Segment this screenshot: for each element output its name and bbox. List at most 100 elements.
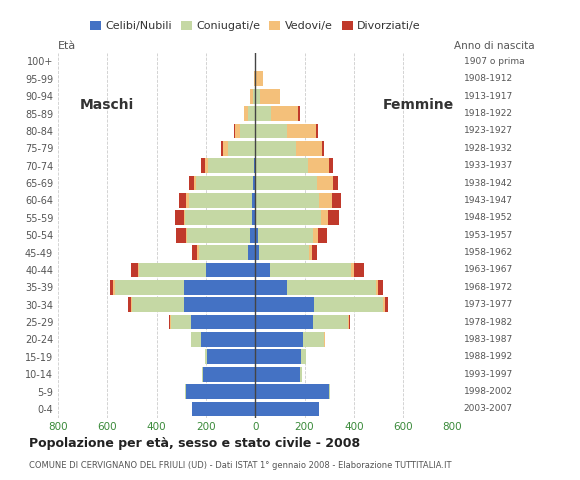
Bar (255, 106, 271, 121)
Bar (186, 384, 255, 399)
Bar (255, 315, 313, 329)
Bar (139, 263, 206, 277)
Bar (198, 245, 248, 260)
Bar (114, 280, 115, 295)
Bar (300, 367, 302, 382)
Bar (205, 158, 208, 173)
Bar (308, 158, 329, 173)
Bar (351, 263, 354, 277)
Bar (255, 228, 258, 242)
Bar (170, 315, 172, 329)
Bar (349, 315, 350, 329)
Bar (169, 315, 170, 329)
Bar (296, 141, 322, 156)
Bar (241, 123, 255, 138)
Text: 1943-1947: 1943-1947 (463, 196, 513, 205)
Bar (256, 72, 263, 86)
Text: COMUNE DI CERVIGNANO DEL FRIULI (UD) - Dati ISTAT 1° gennaio 2008 - Elaborazione: COMUNE DI CERVIGNANO DEL FRIULI (UD) - D… (29, 461, 451, 470)
Bar (253, 89, 255, 104)
Bar (322, 141, 324, 156)
Bar (255, 210, 256, 225)
Bar (191, 315, 255, 329)
Text: 1988-1992: 1988-1992 (463, 352, 513, 361)
Bar (254, 72, 255, 86)
Text: 1968-1972: 1968-1972 (463, 283, 513, 292)
Bar (193, 245, 197, 260)
Bar (172, 315, 191, 329)
Text: 1978-1982: 1978-1982 (463, 318, 513, 326)
Bar (128, 297, 130, 312)
Text: 1963-1967: 1963-1967 (463, 265, 513, 275)
Bar (185, 210, 252, 225)
Bar (255, 367, 300, 382)
Bar (256, 158, 308, 173)
Bar (260, 89, 280, 104)
Text: 1953-1957: 1953-1957 (463, 231, 513, 240)
Text: 1958-1962: 1958-1962 (463, 248, 513, 257)
Bar (253, 176, 255, 191)
Text: Anno di nascita: Anno di nascita (454, 41, 535, 51)
Bar (228, 141, 255, 156)
Bar (329, 384, 331, 399)
Text: 1998-2002: 1998-2002 (463, 387, 513, 396)
Bar (303, 332, 324, 347)
Text: Età: Età (58, 41, 76, 51)
Bar (248, 245, 255, 260)
Bar (313, 228, 318, 242)
Bar (314, 297, 383, 312)
Bar (251, 89, 253, 104)
Bar (184, 210, 185, 225)
Bar (255, 123, 287, 138)
Bar (254, 158, 255, 173)
Bar (333, 176, 338, 191)
Bar (255, 158, 256, 173)
Bar (255, 72, 256, 86)
Bar (316, 123, 318, 138)
Bar (256, 210, 321, 225)
Bar (176, 228, 186, 242)
Text: 1993-1997: 1993-1997 (463, 370, 513, 379)
Bar (179, 193, 186, 208)
Bar (248, 106, 255, 121)
Text: 1938-1942: 1938-1942 (463, 179, 513, 188)
Bar (206, 263, 255, 277)
Bar (251, 228, 255, 242)
Bar (184, 280, 255, 295)
Bar (301, 349, 306, 364)
Bar (252, 193, 255, 208)
Bar (221, 141, 223, 156)
Bar (208, 158, 254, 173)
Bar (255, 54, 256, 69)
Bar (313, 315, 347, 329)
Text: 1928-1932: 1928-1932 (463, 144, 513, 153)
Bar (185, 384, 186, 399)
Bar (244, 106, 248, 121)
Bar (223, 141, 228, 156)
Bar (287, 123, 316, 138)
Text: 1948-1952: 1948-1952 (463, 213, 513, 222)
Bar (376, 280, 378, 295)
Bar (130, 297, 132, 312)
Bar (256, 193, 319, 208)
Bar (324, 332, 325, 347)
Bar (184, 297, 255, 312)
Bar (207, 349, 255, 364)
Bar (252, 210, 255, 225)
Bar (256, 176, 317, 191)
Bar (354, 263, 364, 277)
Bar (201, 158, 205, 173)
Bar (201, 332, 255, 347)
Bar (255, 349, 301, 364)
Bar (235, 123, 241, 138)
Bar (255, 141, 296, 156)
Bar (310, 245, 312, 260)
Bar (196, 176, 253, 191)
Bar (298, 106, 300, 121)
Bar (255, 193, 256, 208)
Bar (255, 176, 256, 191)
Bar (175, 210, 184, 225)
Bar (287, 280, 376, 295)
Bar (255, 402, 319, 416)
Bar (255, 297, 314, 312)
Text: 2003-2007: 2003-2007 (463, 405, 513, 413)
